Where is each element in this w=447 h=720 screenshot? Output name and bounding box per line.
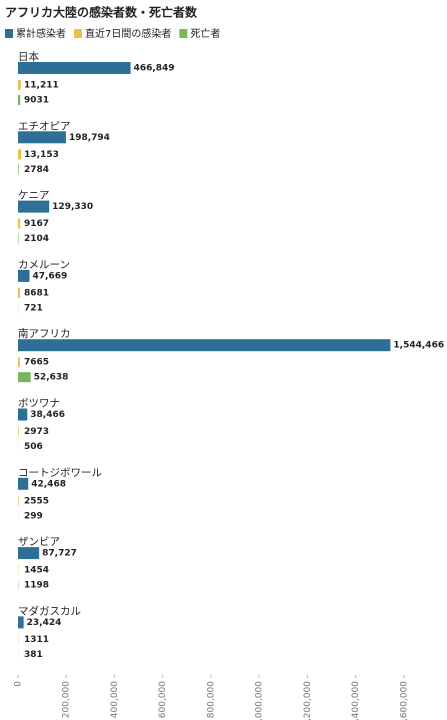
value-label: 721 [24,303,43,313]
legend-label: 死亡者 [190,27,220,40]
bar [18,149,22,160]
value-label: 52,638 [34,373,69,383]
value-label: 2973 [24,427,49,437]
bar [18,339,391,352]
x-tick-label: 0 [14,681,24,687]
legend-swatch [74,29,82,38]
category-label: マダガスカル [18,604,81,617]
category-label: カメルーン [18,259,70,271]
value-label: 198,794 [69,133,110,143]
bar [18,477,29,490]
category-label: コートジボワール [18,467,102,479]
value-label: 381 [24,650,43,660]
value-label: 2555 [24,496,49,506]
chart-title: アフリカ大陸の感染者数・死亡者数 [5,5,198,20]
x-tick-label: 1,400,000 [351,681,361,720]
value-label: 1311 [24,635,49,645]
value-label: 1454 [24,566,49,576]
value-label: 42,468 [31,479,66,489]
value-label: 299 [24,511,43,521]
value-label: 9167 [24,219,49,229]
x-tick-label: 400,000 [110,681,120,718]
bar [18,269,30,282]
category-label: 日本 [18,50,39,63]
value-label: 87,727 [42,549,77,559]
bar [18,426,19,437]
category-label: ケニア [18,190,50,202]
category-label: ボツワナ [18,398,60,410]
value-label: 23,424 [27,618,62,628]
value-label: 2104 [24,234,49,244]
legend-label: 直近7日間の感染者 [85,27,171,40]
bar [18,80,21,90]
value-label: 47,669 [32,271,67,281]
value-label: 9031 [24,96,49,106]
bar [18,408,28,421]
bar [18,200,50,213]
bar [18,616,24,629]
category-label: 南アフリカ [18,327,71,340]
value-label: 1,544,466 [393,341,444,351]
bar [18,547,40,560]
bar [18,95,21,105]
value-label: 38,466 [30,410,65,420]
x-tick-label: 1,600,000 [399,681,409,720]
legend-swatch [5,29,13,38]
value-label: 8681 [24,288,49,298]
bar [18,218,21,229]
value-label: 1198 [24,581,49,591]
bar [18,62,131,74]
value-label: 466,849 [134,64,175,74]
value-label: 13,153 [24,150,59,160]
x-tick-label: 800,000 [206,681,216,718]
bar [18,287,21,298]
x-tick-label: 1,000,000 [255,681,265,720]
bar [18,495,19,506]
value-label: 129,330 [52,202,93,212]
category-label: エチオピア [18,120,71,132]
legend-swatch [179,29,188,38]
bar [18,233,19,244]
value-label: 11,211 [24,81,59,91]
legend-label: 累計感染者 [16,27,66,40]
value-label: 2784 [24,165,49,175]
category-label: ザンビア [18,536,60,548]
bar [18,131,66,144]
bar [18,357,20,368]
x-tick-label: 200,000 [62,681,72,718]
x-tick-label: 1,200,000 [303,681,313,720]
bar [18,164,19,175]
value-label: 7665 [24,358,49,368]
value-label: 506 [24,442,43,452]
bar [18,372,31,383]
x-tick-label: 600,000 [158,681,168,718]
